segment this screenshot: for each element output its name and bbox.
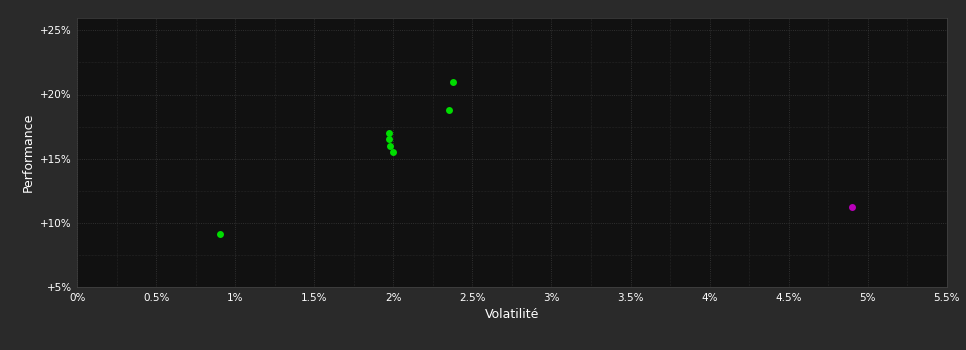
Point xyxy=(445,79,461,84)
X-axis label: Volatilité: Volatilité xyxy=(485,308,539,321)
Point xyxy=(212,232,227,237)
Point xyxy=(383,143,398,149)
Point xyxy=(381,136,396,142)
Point xyxy=(844,205,860,210)
Point xyxy=(441,107,457,113)
Y-axis label: Performance: Performance xyxy=(21,113,35,192)
Point xyxy=(381,130,396,136)
Point xyxy=(385,149,401,155)
